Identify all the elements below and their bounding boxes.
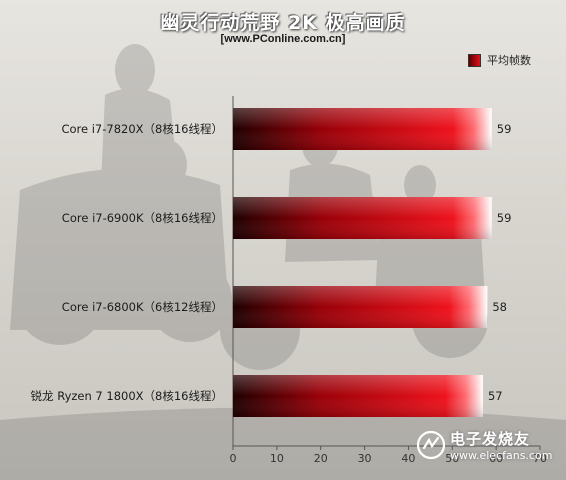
- bar-highlight: [233, 375, 483, 417]
- value-label: 57: [488, 389, 503, 403]
- x-tick-label: 10: [270, 452, 284, 465]
- bar-highlight: [233, 197, 492, 239]
- x-tick-label: 50: [445, 452, 459, 465]
- bar-highlight: [233, 108, 492, 150]
- x-tick-label: 20: [314, 452, 328, 465]
- x-tick-label: 0: [230, 452, 237, 465]
- category-label: Core i7-6800K（6核12线程）: [62, 300, 223, 314]
- x-tick-label: 30: [358, 452, 372, 465]
- category-label: 锐龙 Ryzen 7 1800X（8核16线程）: [31, 389, 223, 403]
- value-label: 58: [492, 300, 507, 314]
- legend-label: 平均帧数: [487, 54, 531, 67]
- chart-title: 幽灵行动荒野 2K 极高画质: [160, 12, 406, 34]
- x-tick-label: 70: [533, 452, 547, 465]
- category-label: Core i7-6900K（8核16线程）: [62, 211, 223, 225]
- category-label: Core i7-7820X（8核16线程）: [61, 122, 223, 136]
- value-label: 59: [497, 122, 512, 136]
- bar-highlight: [233, 286, 488, 328]
- legend: 平均帧数: [468, 52, 531, 68]
- x-tick-label: 60: [489, 452, 503, 465]
- chart-subtitle: [www.PConline.com.cn]: [220, 33, 346, 45]
- x-tick-label: 40: [401, 452, 415, 465]
- value-label: 59: [497, 211, 512, 225]
- legend-swatch: [468, 53, 481, 67]
